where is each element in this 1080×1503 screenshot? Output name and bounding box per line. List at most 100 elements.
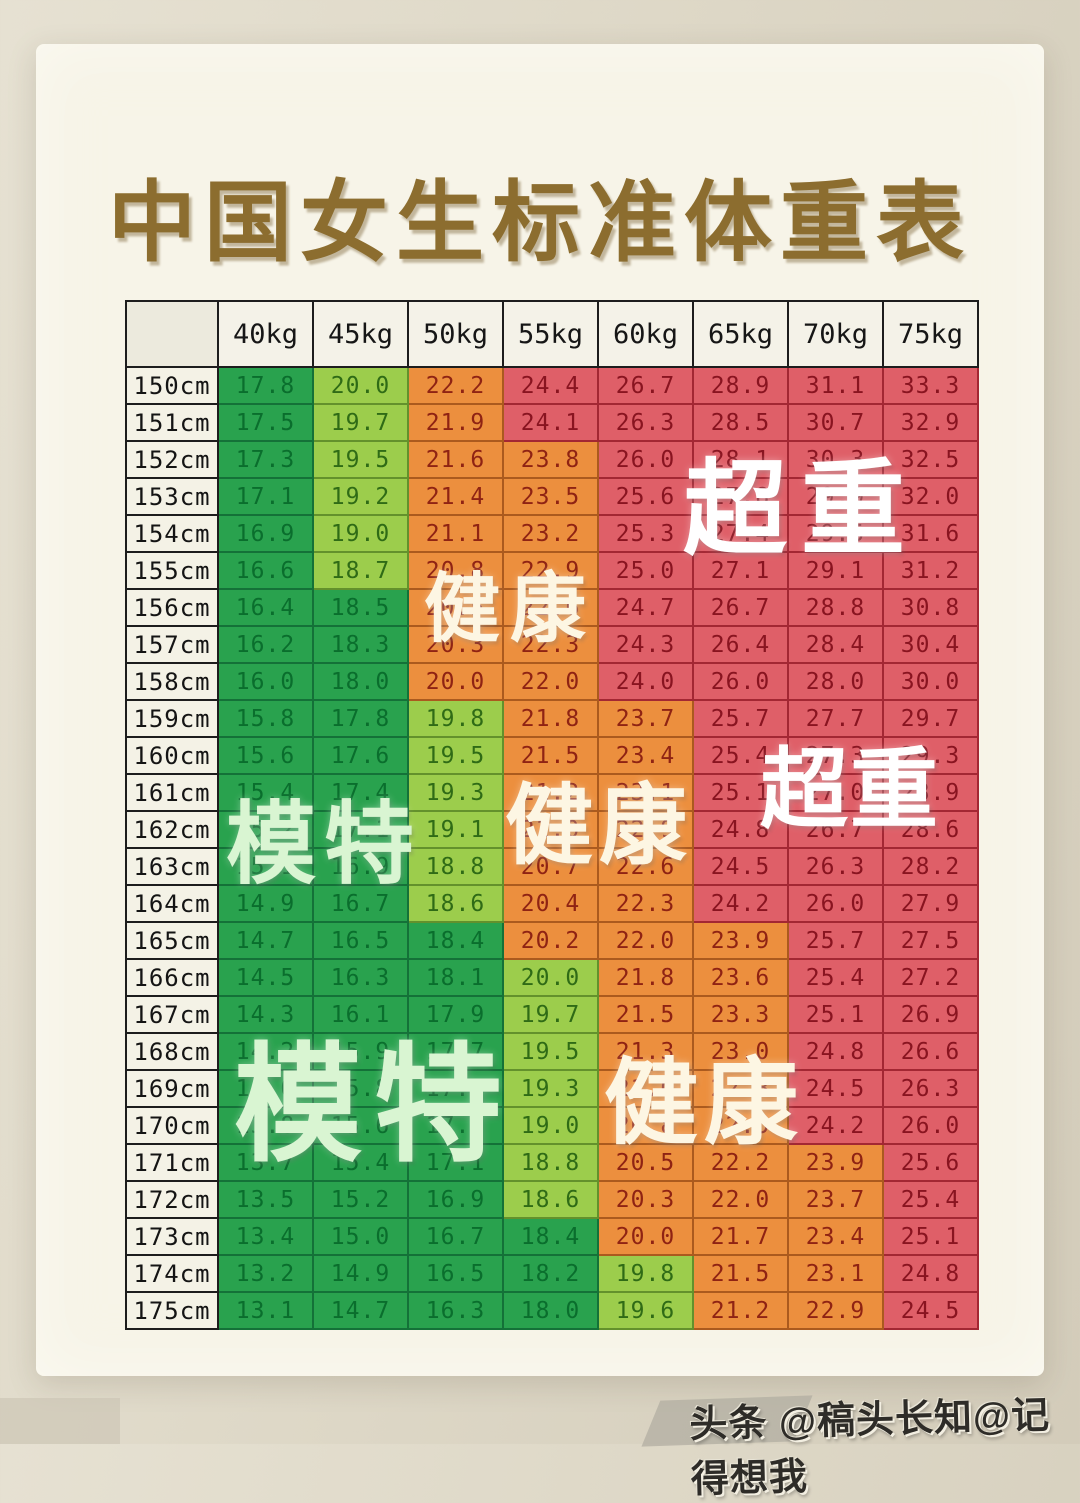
bmi-cell: 23.6	[692, 958, 789, 997]
bmi-cell: 16.3	[407, 1291, 504, 1330]
height-row-label: 152cm	[125, 440, 219, 479]
bmi-cell: 16.0	[217, 662, 314, 701]
bmi-cell: 18.7	[312, 551, 409, 590]
bmi-cell: 17.4	[312, 773, 409, 812]
bmi-cell: 22.8	[692, 1069, 789, 1108]
bmi-cell: 20.0	[597, 1217, 694, 1256]
bmi-cell: 23.4	[597, 736, 694, 775]
bmi-cell: 30.8	[882, 588, 979, 627]
table-row: 163cm 15.1 16.9 18.8 20.7 22.6 24.5 26.3 28.2	[125, 847, 979, 886]
bmi-cell: 24.4	[502, 366, 599, 405]
height-row-label: 155cm	[125, 551, 219, 590]
bmi-cell: 20.0	[312, 366, 409, 405]
bmi-cell: 27.5	[882, 921, 979, 960]
table-row: 175cm 13.1 14.7 16.3 18.0 19.6 21.2 22.9 24.5	[125, 1291, 979, 1330]
watermark: 头条 @稿头长知@记得想我	[688, 1394, 1051, 1502]
height-row-label: 150cm	[125, 366, 219, 405]
bmi-cell: 24.5	[692, 847, 789, 886]
photo-shadow-shape-left	[0, 1398, 120, 1444]
bmi-cell: 26.3	[882, 1069, 979, 1108]
height-row-label: 160cm	[125, 736, 219, 775]
bmi-cell: 20.7	[502, 847, 599, 886]
bmi-cell: 26.6	[882, 1032, 979, 1071]
bmi-cell: 18.3	[312, 625, 409, 664]
bmi-cell: 13.7	[217, 1143, 314, 1182]
height-row-label: 156cm	[125, 588, 219, 627]
bmi-cell: 28.9	[882, 773, 979, 812]
table-row: 151cm 17.5 19.7 21.9 24.1 26.3 28.5 30.7 32.9	[125, 403, 979, 442]
bmi-cell: 28.6	[882, 810, 979, 849]
weight-column-header: 60kg	[597, 300, 694, 368]
bmi-cell: 26.4	[692, 625, 789, 664]
bmi-cell: 16.6	[217, 551, 314, 590]
bmi-cell: 18.0	[502, 1291, 599, 1330]
bmi-cell: 20.8	[597, 1106, 694, 1145]
bmi-cell: 27.4	[692, 514, 789, 553]
table-row: 174cm 13.2 14.9 16.5 18.2 19.8 21.5 23.1 24.8	[125, 1254, 979, 1293]
bmi-cell: 16.5	[312, 921, 409, 960]
bmi-cell: 15.8	[217, 699, 314, 738]
bmi-cell: 23.4	[787, 1217, 884, 1256]
bmi-cell: 27.8	[692, 477, 789, 516]
bmi-cell: 14.2	[217, 1032, 314, 1071]
table-row: 157cm 16.2 18.3 20.3 22.3 24.3 26.4 28.4 30.4	[125, 625, 979, 664]
height-row-label: 168cm	[125, 1032, 219, 1071]
bmi-cell: 20.3	[407, 625, 504, 664]
bmi-cell: 26.0	[692, 662, 789, 701]
bmi-cell: 25.6	[597, 477, 694, 516]
bmi-cell: 18.4	[407, 921, 504, 960]
table-row: 173cm 13.4 15.0 16.7 18.4 20.0 21.7 23.4 25.1	[125, 1217, 979, 1256]
bmi-cell: 17.6	[312, 736, 409, 775]
table-row: 152cm 17.3 19.5 21.6 23.8 26.0 28.1 30.3 32.5	[125, 440, 979, 479]
bmi-cell: 30.0	[882, 662, 979, 701]
overlay-model-1: 模特	[226, 795, 422, 895]
weight-column-header: 70kg	[787, 300, 884, 368]
bmi-cell: 18.2	[502, 1254, 599, 1293]
bmi-cell: 24.2	[692, 884, 789, 923]
bmi-cell: 19.8	[597, 1254, 694, 1293]
height-row-label: 153cm	[125, 477, 219, 516]
bmi-cell: 22.5	[692, 1106, 789, 1145]
bmi-cell: 22.9	[502, 551, 599, 590]
bmi-cell: 21.8	[502, 699, 599, 738]
height-row-label: 169cm	[125, 1069, 219, 1108]
weight-column-header: 45kg	[312, 300, 409, 368]
bmi-cell: 23.8	[502, 440, 599, 479]
bmi-cell: 22.2	[407, 366, 504, 405]
table-row: 165cm 14.7 16.5 18.4 20.2 22.0 23.9 25.7 27.5	[125, 921, 979, 960]
bmi-cell: 21.4	[407, 477, 504, 516]
bmi-cell: 19.5	[407, 736, 504, 775]
overlay-healthy-2: 健康	[505, 776, 694, 875]
bmi-cell: 20.0	[502, 958, 599, 997]
bmi-cell: 16.1	[312, 995, 409, 1034]
bmi-cell: 26.7	[597, 366, 694, 405]
bmi-cell: 24.3	[597, 625, 694, 664]
bmi-cell: 26.3	[597, 403, 694, 442]
overlay-overweight-1: 超重	[683, 452, 920, 568]
height-row-label: 173cm	[125, 1217, 219, 1256]
bmi-cell: 23.0	[692, 1032, 789, 1071]
bmi-cell: 21.2	[692, 1291, 789, 1330]
bmi-cell: 18.5	[312, 588, 409, 627]
bmi-cell: 23.1	[597, 773, 694, 812]
bmi-cell: 17.8	[217, 366, 314, 405]
bmi-cell: 25.7	[787, 921, 884, 960]
bmi-cell: 27.7	[787, 699, 884, 738]
table-row: 153cm 17.1 19.2 21.4 23.5 25.6 27.8 29.9 32.0	[125, 477, 979, 516]
bmi-cell: 22.9	[597, 810, 694, 849]
bmi-cell: 32.9	[882, 403, 979, 442]
bmi-cell: 23.7	[597, 699, 694, 738]
table-row: 161cm 15.4 17.4 19.3 21.2 23.1 25.1 27.0 28.9	[125, 773, 979, 812]
height-row-label: 166cm	[125, 958, 219, 997]
bmi-cell: 25.3	[597, 514, 694, 553]
bmi-cell: 21.5	[502, 736, 599, 775]
bmi-cell: 29.9	[787, 477, 884, 516]
bmi-cell: 21.7	[692, 1217, 789, 1256]
bmi-cell: 29.1	[787, 551, 884, 590]
bmi-cell: 21.3	[597, 1032, 694, 1071]
bmi-cell: 22.6	[502, 588, 599, 627]
bmi-cell: 25.0	[597, 551, 694, 590]
bmi-cell: 23.5	[502, 477, 599, 516]
bmi-cell: 25.4	[692, 736, 789, 775]
bmi-cell: 19.8	[407, 699, 504, 738]
